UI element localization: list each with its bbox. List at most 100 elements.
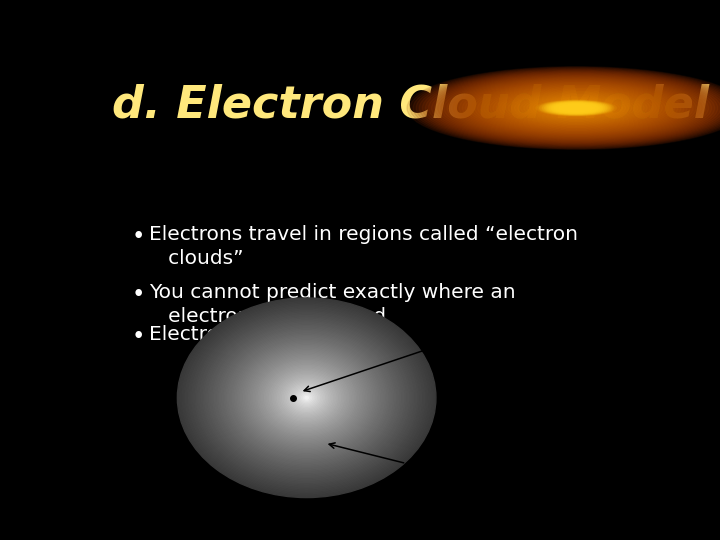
Text: Electrons move in: Electrons move in: [148, 325, 330, 343]
Ellipse shape: [239, 346, 374, 450]
Ellipse shape: [226, 335, 387, 460]
Ellipse shape: [300, 393, 313, 403]
Ellipse shape: [484, 85, 669, 131]
Ellipse shape: [573, 107, 580, 109]
Ellipse shape: [182, 302, 431, 494]
Ellipse shape: [511, 92, 641, 124]
Ellipse shape: [407, 66, 720, 149]
Ellipse shape: [508, 91, 644, 125]
Ellipse shape: [547, 102, 605, 114]
Ellipse shape: [247, 352, 366, 444]
Ellipse shape: [426, 71, 720, 145]
Ellipse shape: [462, 80, 690, 136]
Ellipse shape: [292, 387, 321, 409]
Ellipse shape: [546, 102, 607, 114]
Ellipse shape: [490, 87, 662, 129]
Ellipse shape: [552, 102, 601, 114]
Ellipse shape: [465, 81, 687, 135]
Ellipse shape: [246, 350, 368, 445]
Text: •: •: [132, 225, 145, 248]
Ellipse shape: [545, 100, 607, 116]
Ellipse shape: [192, 309, 421, 487]
Ellipse shape: [499, 89, 653, 127]
Ellipse shape: [252, 355, 361, 440]
Ellipse shape: [177, 298, 436, 497]
Ellipse shape: [224, 334, 389, 461]
Ellipse shape: [222, 333, 391, 463]
Ellipse shape: [419, 70, 720, 146]
Ellipse shape: [302, 394, 312, 402]
Ellipse shape: [575, 107, 578, 109]
Ellipse shape: [567, 106, 585, 110]
Ellipse shape: [220, 330, 394, 465]
Ellipse shape: [530, 97, 623, 119]
Ellipse shape: [542, 100, 611, 116]
Ellipse shape: [570, 106, 582, 110]
Ellipse shape: [274, 373, 339, 423]
Ellipse shape: [279, 376, 334, 419]
Ellipse shape: [523, 95, 629, 121]
Ellipse shape: [294, 388, 320, 408]
Ellipse shape: [187, 306, 426, 490]
Ellipse shape: [423, 70, 720, 146]
Ellipse shape: [189, 307, 425, 489]
Ellipse shape: [410, 68, 720, 148]
Ellipse shape: [444, 76, 708, 140]
Ellipse shape: [269, 369, 344, 427]
Text: Electrons travel in regions called “electron
   clouds”: Electrons travel in regions called “elec…: [148, 225, 577, 268]
Ellipse shape: [194, 310, 420, 485]
Ellipse shape: [515, 93, 638, 123]
Ellipse shape: [560, 104, 592, 112]
Ellipse shape: [205, 319, 408, 476]
Ellipse shape: [477, 84, 675, 132]
Ellipse shape: [179, 299, 434, 496]
Ellipse shape: [186, 304, 428, 491]
Ellipse shape: [263, 364, 350, 431]
Ellipse shape: [202, 316, 412, 479]
Ellipse shape: [456, 79, 696, 137]
Ellipse shape: [474, 83, 678, 133]
Ellipse shape: [493, 87, 660, 129]
Ellipse shape: [551, 103, 601, 113]
Ellipse shape: [303, 395, 310, 400]
Ellipse shape: [459, 79, 693, 137]
Ellipse shape: [472, 83, 681, 133]
Ellipse shape: [567, 106, 585, 110]
Ellipse shape: [450, 77, 703, 139]
Ellipse shape: [554, 103, 598, 113]
Ellipse shape: [195, 312, 418, 484]
Ellipse shape: [564, 106, 588, 110]
Ellipse shape: [190, 308, 423, 488]
Ellipse shape: [260, 362, 354, 434]
Ellipse shape: [447, 77, 706, 139]
Ellipse shape: [256, 359, 356, 436]
Ellipse shape: [290, 386, 323, 410]
Ellipse shape: [481, 85, 672, 131]
Ellipse shape: [564, 105, 589, 111]
Ellipse shape: [557, 104, 595, 112]
Ellipse shape: [210, 323, 404, 472]
Ellipse shape: [273, 372, 341, 424]
Ellipse shape: [286, 382, 328, 414]
Ellipse shape: [181, 300, 433, 495]
Ellipse shape: [221, 332, 392, 464]
Ellipse shape: [570, 106, 583, 110]
Ellipse shape: [505, 91, 647, 125]
Ellipse shape: [216, 328, 397, 468]
Text: Nucleus (not to scale!): Nucleus (not to scale!): [443, 328, 595, 341]
Ellipse shape: [200, 315, 413, 480]
Ellipse shape: [289, 384, 325, 411]
Ellipse shape: [230, 339, 382, 456]
Text: •: •: [132, 325, 145, 348]
Ellipse shape: [453, 78, 699, 138]
Ellipse shape: [229, 338, 384, 457]
Text: You cannot predict exactly where an
   electron will be found: You cannot predict exactly where an elec…: [148, 283, 516, 326]
Ellipse shape: [207, 320, 407, 475]
Text: Electron “cloud”: Electron “cloud”: [433, 484, 546, 497]
Ellipse shape: [261, 363, 352, 433]
Ellipse shape: [217, 329, 395, 467]
Ellipse shape: [305, 396, 308, 399]
Ellipse shape: [211, 324, 402, 471]
Ellipse shape: [199, 314, 415, 481]
Text: d. Electron Cloud Model: d. Electron Cloud Model: [112, 84, 709, 126]
